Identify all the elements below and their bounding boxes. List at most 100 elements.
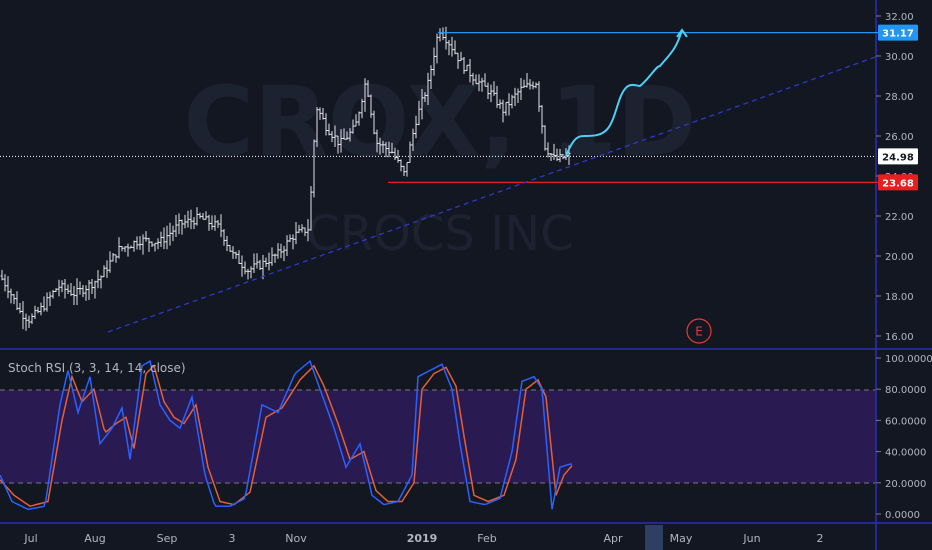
ohlc-bar	[177, 213, 181, 235]
ohlc-bar	[270, 247, 274, 266]
stoch-tick-label: 20.0000	[885, 479, 926, 490]
ohlc-bar	[426, 72, 430, 105]
ohlc-bar	[489, 84, 493, 103]
ohlc-bar	[174, 214, 178, 238]
ohlc-bar	[510, 94, 514, 109]
ohlc-bar	[168, 222, 172, 246]
ohlc-bar	[555, 148, 559, 161]
ohlc-bar	[558, 148, 562, 163]
ohlc-bar	[21, 301, 25, 330]
ohlc-bar	[42, 296, 46, 312]
time-axis: Jul Aug Sep 3 Nov 2019 Feb Apr May Jun 2	[23, 532, 823, 545]
ohlc-bar	[192, 217, 196, 229]
ohlc-bar	[111, 252, 115, 262]
ohlc-bar	[141, 234, 145, 255]
ohlc-bar	[135, 236, 139, 250]
ohlc-bar	[222, 229, 226, 246]
ohlc-bar	[519, 78, 523, 101]
time-axis-label: 2	[817, 532, 824, 545]
ohlc-bar	[123, 246, 127, 253]
ohlc-bar	[318, 107, 322, 120]
price-badge-last-text: 24.98	[882, 152, 914, 163]
ohlc-bar	[195, 207, 199, 226]
ohlc-bar	[201, 212, 205, 220]
ohlc-bar	[381, 140, 385, 153]
time-axis-label: Feb	[477, 532, 496, 545]
ohlc-bar	[492, 81, 496, 96]
ohlc-bar	[339, 129, 343, 153]
ohlc-bar	[54, 288, 58, 293]
ohlc-bar	[213, 215, 217, 231]
ohlc-bar	[39, 302, 43, 316]
ohlc-bar	[33, 305, 37, 320]
ohlc-bar	[393, 147, 397, 161]
ohlc-bar	[522, 79, 526, 88]
ohlc-bar	[450, 36, 454, 57]
ohlc-bar	[66, 284, 70, 295]
price-tick-label: 32.00	[885, 12, 914, 23]
price-tick-label: 28.00	[885, 92, 914, 103]
ohlc-bar	[417, 100, 421, 126]
stoch-rsi-label[interactable]: Stoch RSI (3, 3, 14, 14, close)	[8, 361, 186, 375]
ohlc-bar	[237, 250, 241, 264]
ohlc-bar	[3, 274, 7, 292]
ohlc-bar	[330, 130, 334, 143]
earnings-marker-label[interactable]: E	[695, 325, 703, 339]
ohlc-bar	[267, 252, 271, 271]
ohlc-bar	[282, 245, 286, 261]
ohlc-bar	[87, 279, 91, 301]
ohlc-bar	[423, 92, 427, 103]
ohlc-bar	[453, 40, 457, 55]
ohlc-bar	[315, 107, 319, 147]
ohlc-bar	[354, 114, 358, 127]
ohlc-bar	[414, 115, 418, 139]
ohlc-bar	[540, 105, 544, 134]
ohlc-bar	[402, 165, 406, 177]
stoch-rsi-lines	[0, 359, 573, 511]
ohlc-bar	[144, 231, 148, 242]
time-axis-label: Apr	[603, 532, 623, 545]
ohlc-bar	[186, 210, 190, 228]
rising-trendline[interactable]	[107, 55, 879, 333]
ohlc-bar	[246, 268, 250, 280]
ohlc-bar	[366, 80, 370, 97]
ohlc-bar	[63, 278, 67, 299]
ohlc-bar	[360, 98, 364, 119]
time-axis-highlight	[645, 525, 663, 550]
price-badge-resistance-text: 31.17	[882, 29, 914, 40]
ohlc-bar	[0, 269, 4, 281]
ohlc-bar	[303, 227, 307, 237]
ohlc-bar	[165, 225, 169, 250]
ohlc-bar	[375, 129, 379, 153]
ohlc-bar	[471, 72, 475, 86]
time-axis-label: 3	[229, 532, 236, 545]
earnings-marker-circle[interactable]	[686, 318, 712, 344]
ohlc-bar	[462, 57, 466, 74]
ohlc-bar	[546, 142, 550, 158]
ohlc-bar	[408, 141, 412, 163]
ohlc-bar	[129, 245, 133, 249]
ohlc-bar	[24, 313, 28, 331]
ohlc-bar	[516, 88, 520, 103]
ohlc-bar	[552, 143, 556, 160]
ohlc-bar	[138, 236, 142, 250]
ohlc-bar	[12, 293, 16, 305]
ohlc-bar	[162, 227, 166, 250]
ohlc-bar	[57, 279, 61, 297]
stoch-overbought-oversold-band	[0, 390, 876, 483]
ohlc-bar	[207, 214, 211, 231]
ohlc-bar	[537, 81, 541, 112]
projection-curve[interactable]	[565, 29, 683, 157]
ohlc-bar	[261, 254, 265, 280]
ohlc-bar	[561, 154, 565, 160]
ohlc-bar	[75, 278, 79, 306]
stoch-tick-label: 0.0000	[885, 510, 920, 521]
price-tick-label: 26.00	[885, 132, 914, 143]
price-tick-label: 30.00	[885, 52, 914, 63]
ohlc-bar	[264, 257, 268, 268]
time-axis-label: Nov	[285, 532, 307, 545]
price-badge-support-text: 23.68	[882, 178, 914, 189]
ohlc-bar	[333, 125, 337, 148]
ohlc-bar	[243, 261, 247, 275]
